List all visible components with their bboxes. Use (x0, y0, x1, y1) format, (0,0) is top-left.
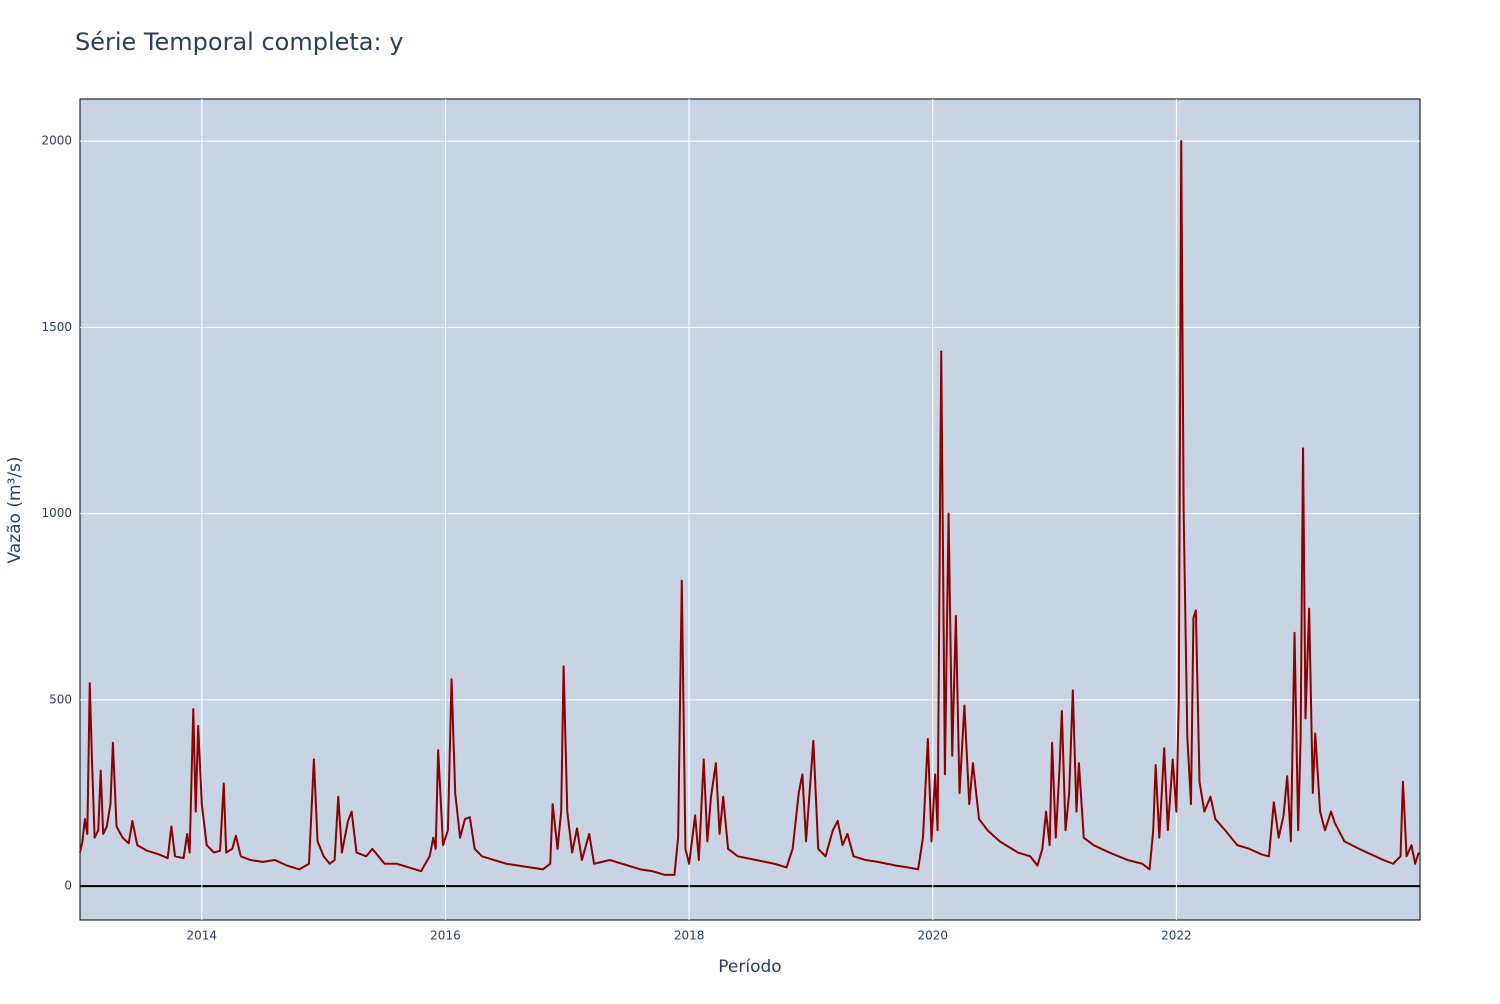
y-tick-label: 0 (64, 879, 72, 893)
x-tick-label: 2020 (917, 929, 948, 943)
x-tick-label: 2018 (674, 929, 705, 943)
y-tick-label: 1500 (41, 320, 72, 334)
chart-title: Série Temporal completa: y (75, 28, 403, 56)
x-tick-label: 2014 (187, 929, 218, 943)
y-tick-label: 2000 (41, 134, 72, 148)
data-line (79, 140, 1420, 876)
x-tick-label: 2022 (1161, 929, 1192, 943)
x-axis-title: Período (718, 957, 781, 977)
y-tick-label: 1000 (41, 506, 72, 520)
y-tick-label: 500 (49, 692, 72, 706)
x-tick-label: 2016 (430, 929, 461, 943)
lines (79, 140, 1420, 876)
y-axis-title: Vazão (m³/s) (5, 456, 25, 563)
plot-area (79, 98, 1421, 921)
